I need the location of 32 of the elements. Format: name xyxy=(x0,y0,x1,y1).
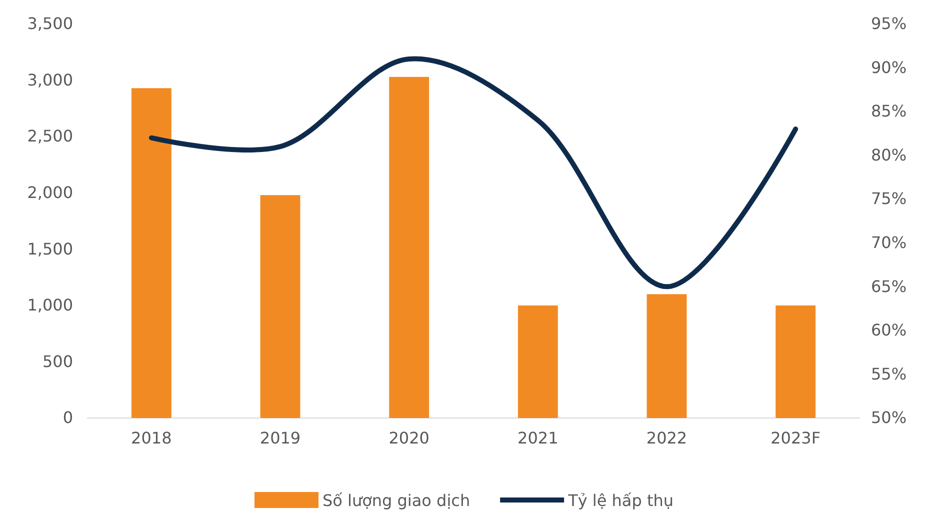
y-tick-label: 2,000 xyxy=(27,182,73,202)
x-tick-label: 2018 xyxy=(131,428,172,448)
y2-tick-label: 80% xyxy=(871,145,907,164)
y2-tick-label: 85% xyxy=(871,102,907,121)
y2-tick-label: 75% xyxy=(871,189,907,208)
bar xyxy=(260,195,300,418)
legend-label: Tỷ lệ hấp thụ xyxy=(567,491,674,510)
y2-tick-label: 90% xyxy=(871,58,907,77)
y-tick-label: 2,500 xyxy=(27,126,73,146)
y2-tick-label: 95% xyxy=(871,14,907,34)
y-tick-label: 3,000 xyxy=(27,70,73,90)
y2-tick-label: 70% xyxy=(871,233,907,252)
y2-tick-label: 60% xyxy=(871,320,907,340)
y-tick-label: 1,500 xyxy=(27,239,73,258)
bar xyxy=(518,305,558,418)
bar xyxy=(389,76,430,418)
y-tick-label: 500 xyxy=(42,352,73,371)
x-tick-label: 2023F xyxy=(770,428,821,448)
bar xyxy=(776,305,816,418)
y2-tick-label: 55% xyxy=(871,364,907,384)
bar xyxy=(131,88,172,418)
x-tick-label: 2022 xyxy=(646,428,688,448)
x-tick-label: 2019 xyxy=(260,428,301,448)
y-tick-label: 0 xyxy=(62,408,73,428)
y-tick-label: 1,000 xyxy=(27,296,73,315)
y2-tick-label: 50% xyxy=(871,408,907,428)
bar xyxy=(646,294,687,418)
x-tick-label: 2020 xyxy=(388,428,430,448)
legend-label: Số lượng giao dịch xyxy=(322,491,470,510)
x-tick-label: 2021 xyxy=(518,428,558,448)
y-tick-label: 3,500 xyxy=(27,14,73,34)
y2-tick-label: 65% xyxy=(871,276,907,296)
